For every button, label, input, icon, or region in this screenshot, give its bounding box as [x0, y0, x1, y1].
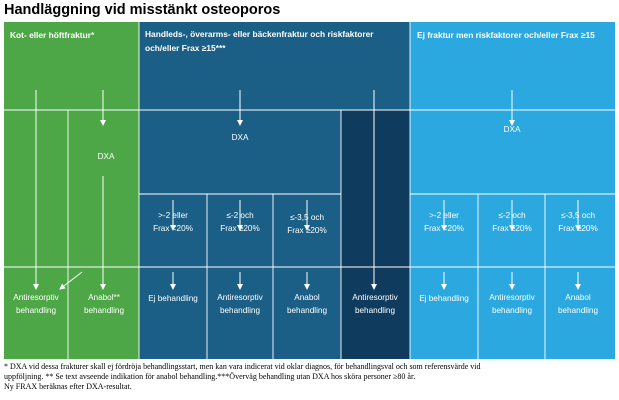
outcome-green-anabol-l2: behandling — [84, 306, 125, 315]
outcome-green-antires-l2: behandling — [16, 306, 57, 315]
node-light-crit1-l1: >-2 eller — [429, 211, 459, 220]
outcome-green-anabol-l1: Anabol** — [88, 293, 121, 302]
footnote: * DXA vid dessa frakturer skall ej fördr… — [4, 362, 616, 392]
flowchart: Kot- eller höftfraktur* Handleds-, övera… — [0, 22, 619, 359]
node-light-crit2-l1: ≤-2 och — [498, 211, 526, 220]
node-dark-crit1-l2: Frax <20% — [153, 224, 193, 233]
footnote-line1: * DXA vid dessa frakturer skall ej fördr… — [4, 362, 481, 371]
outcome-light-antires-l1: Antiresorptiv — [489, 293, 535, 302]
outcome-dark-antires-l2: behandling — [220, 306, 261, 315]
node-light-crit1-l2: Frax <20% — [424, 224, 464, 233]
footnote-line2: uppföljning. ** Se text avseende indikat… — [4, 372, 416, 381]
outcome-green-antires-l1: Antiresorptiv — [13, 293, 59, 302]
node-dark-crit3-l1: ≤-3,5 och — [290, 213, 325, 222]
page-title: Handläggning vid misstänkt osteoporos — [4, 2, 281, 18]
node-light-crit2-l2: Frax ≥20% — [492, 224, 532, 233]
light-blue-column — [410, 22, 615, 359]
header-dark-line2: och/eller Frax ≥15*** — [145, 43, 226, 53]
node-dark-crit1-l1: >-2 eller — [158, 211, 188, 220]
header-light: Ej fraktur men riskfaktorer och/eller Fr… — [417, 30, 595, 40]
outcome-navy-antires-l1: Antiresorptiv — [352, 293, 398, 302]
node-dxa-light: DXA — [504, 125, 521, 134]
green-column — [4, 22, 139, 359]
footnote-line3: Ny FRAX beräknas efter DXA-resultat. — [4, 382, 132, 391]
node-light-crit3-l1: ≤-3,5 och — [561, 211, 596, 220]
outcome-light-anabol-l1: Anabol — [565, 293, 591, 302]
node-light-crit3-l2: Frax ≥20% — [558, 224, 598, 233]
node-dxa-green: DXA — [98, 152, 115, 161]
node-dark-crit3-l2: Frax ≥20% — [287, 226, 327, 235]
node-dark-crit2-l1: ≤-2 och — [226, 211, 254, 220]
outcome-dark-anabol-l1: Anabol — [294, 293, 320, 302]
outcome-light-antires-l2: behandling — [492, 306, 533, 315]
outcome-light-ej: Ej behandling — [419, 294, 469, 303]
outcome-dark-ej: Ej behandling — [148, 294, 198, 303]
outcome-navy-antires-l2: behandling — [355, 306, 396, 315]
node-dark-crit2-l2: Frax ≥20% — [220, 224, 260, 233]
node-dxa-dark: DXA — [232, 133, 249, 142]
navy-column — [341, 110, 410, 359]
outcome-dark-anabol-l2: behandling — [287, 306, 328, 315]
outcome-light-anabol-l2: behandling — [558, 306, 599, 315]
arrow-green-dxa-antires — [59, 271, 83, 290]
header-green: Kot- eller höftfraktur* — [10, 30, 95, 40]
header-dark-line1: Handleds-, överarms- eller bäckenfraktur… — [145, 29, 374, 39]
outcome-dark-antires-l1: Antiresorptiv — [217, 293, 263, 302]
